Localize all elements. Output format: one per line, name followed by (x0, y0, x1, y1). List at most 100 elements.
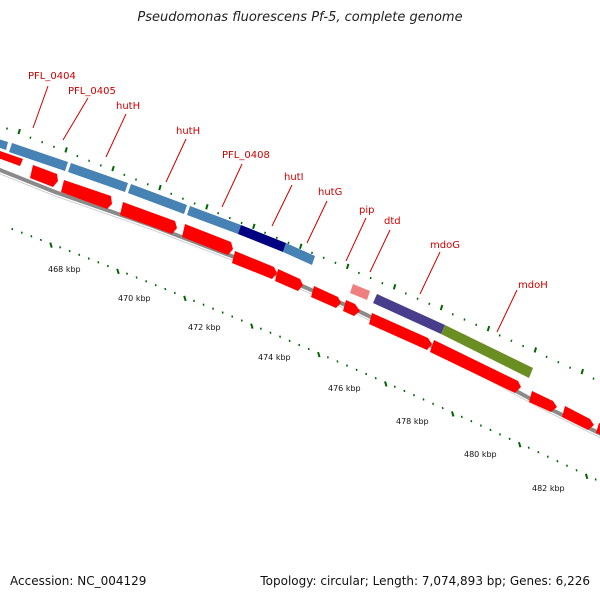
gene-label-pip[interactable]: pip (359, 205, 374, 216)
outer-tick (322, 256, 325, 259)
gene-label-huth-2[interactable]: hutH (176, 126, 200, 137)
outer-tick (146, 183, 149, 186)
cds-track (0, 151, 600, 436)
gene-bar-huth-1[interactable] (68, 163, 128, 192)
inner-tick (269, 331, 272, 334)
leader-line (369, 229, 391, 273)
cds-arrow[interactable] (596, 423, 600, 436)
outer-tick (592, 377, 595, 380)
outer-tick (264, 231, 267, 235)
gene-feature-track (0, 138, 533, 378)
cds-arrow[interactable] (275, 269, 303, 291)
cds-arrow[interactable] (30, 165, 58, 187)
accession-text: Accession: NC_004129 (10, 574, 147, 588)
inner-tick (365, 372, 368, 376)
cds-arrow[interactable] (61, 180, 112, 209)
cds-arrow[interactable] (430, 340, 521, 393)
inner-tick (68, 249, 71, 253)
cds-arrow[interactable] (0, 151, 23, 166)
inner-tick (30, 235, 33, 238)
inner-tick (422, 398, 425, 401)
inner-tick (307, 347, 310, 351)
outer-tick (17, 128, 21, 135)
outer-tick (193, 202, 196, 205)
gene-label-pfl0405[interactable]: PFL_0405 (68, 86, 116, 97)
inner-tick (479, 424, 482, 427)
cds-arrow[interactable] (182, 224, 233, 255)
gene-bar-pip[interactable] (350, 284, 370, 300)
gene-bar-mdoh[interactable] (441, 325, 533, 378)
outer-tick (475, 323, 478, 327)
tick-label-468kbp: 468 kbp (48, 265, 81, 274)
inner-tick (259, 327, 262, 330)
tick-label-480kbp: 480 kbp (464, 450, 497, 459)
inner-tick (584, 473, 589, 480)
outer-tick (345, 263, 350, 270)
inner-tick (59, 246, 62, 249)
leader-line (32, 85, 49, 129)
cds-arrow[interactable] (369, 313, 432, 350)
gene-bar-pfl0404[interactable] (0, 138, 8, 150)
gene-label-dtd[interactable]: dtd (384, 216, 401, 227)
gene-bar-huti[interactable] (238, 225, 286, 252)
outer-tick (29, 136, 32, 139)
inner-tick (441, 406, 444, 410)
gene-bar-mdog[interactable] (373, 294, 445, 334)
outer-tick (311, 251, 313, 254)
inner-tick (403, 389, 406, 393)
tick-label-482kbp: 482 kbp (532, 484, 565, 493)
outer-tick (334, 261, 337, 265)
cds-arrow[interactable] (343, 300, 360, 316)
cds-arrow[interactable] (311, 286, 341, 308)
outer-tick (569, 366, 572, 369)
gene-label-huth-1[interactable]: hutH (116, 101, 140, 112)
inner-tick (594, 478, 597, 481)
inner-tick (240, 319, 243, 322)
outer-tick (299, 243, 303, 250)
outer-tick (404, 292, 407, 295)
leader-line (306, 200, 328, 244)
inner-tick (556, 460, 559, 463)
gene-label-pfl0408[interactable]: PFL_0408 (222, 150, 270, 161)
inner-tick (566, 464, 568, 467)
outer-tick (158, 184, 162, 191)
outer-tick (111, 165, 115, 172)
leader-line (419, 251, 441, 295)
inner-tick (97, 261, 100, 264)
gene-label-huti[interactable]: hutI (284, 172, 304, 183)
cds-arrow[interactable] (529, 391, 557, 412)
gene-label-hutg[interactable]: hutG (318, 187, 342, 198)
inner-tick (489, 428, 492, 432)
map-title: Pseudomonas fluorescens Pf-5, complete g… (137, 10, 463, 25)
outer-tick (545, 355, 548, 359)
gene-label-pfl0404[interactable]: PFL_0404 (28, 71, 76, 82)
inner-tick (135, 276, 138, 279)
leader-line (62, 97, 89, 141)
inner-tick (279, 335, 282, 338)
outer-tick (369, 276, 372, 280)
outer-tick (580, 368, 584, 375)
inner-tick (346, 364, 348, 367)
gene-bar-pfl0405[interactable] (9, 143, 68, 171)
inner-tick (20, 231, 23, 234)
inner-tick (384, 381, 388, 387)
cds-arrow[interactable] (562, 406, 594, 430)
inner-tick (412, 394, 415, 397)
gene-bar-hutg[interactable] (283, 243, 315, 265)
leader-line (496, 289, 518, 333)
inner-tick (317, 351, 321, 358)
coordinate-labels: 468 kbp 470 kbp 472 kbp 474 kbp 476 kbp … (48, 265, 565, 493)
cds-arrow[interactable] (120, 202, 177, 234)
inner-tick (250, 323, 254, 329)
cds-arrow[interactable] (232, 251, 277, 279)
gene-label-mdoh[interactable]: mdoH (518, 280, 548, 291)
leader-line (221, 163, 243, 208)
outer-tick (416, 297, 419, 300)
inner-tick (49, 242, 53, 248)
inner-tick (336, 360, 339, 363)
outer-tick (428, 302, 431, 306)
outer-tick (510, 339, 513, 342)
gene-bar-huth-2[interactable] (128, 184, 187, 214)
gene-bar-pfl0408[interactable] (187, 206, 241, 234)
gene-label-mdog[interactable]: mdoG (430, 240, 460, 251)
